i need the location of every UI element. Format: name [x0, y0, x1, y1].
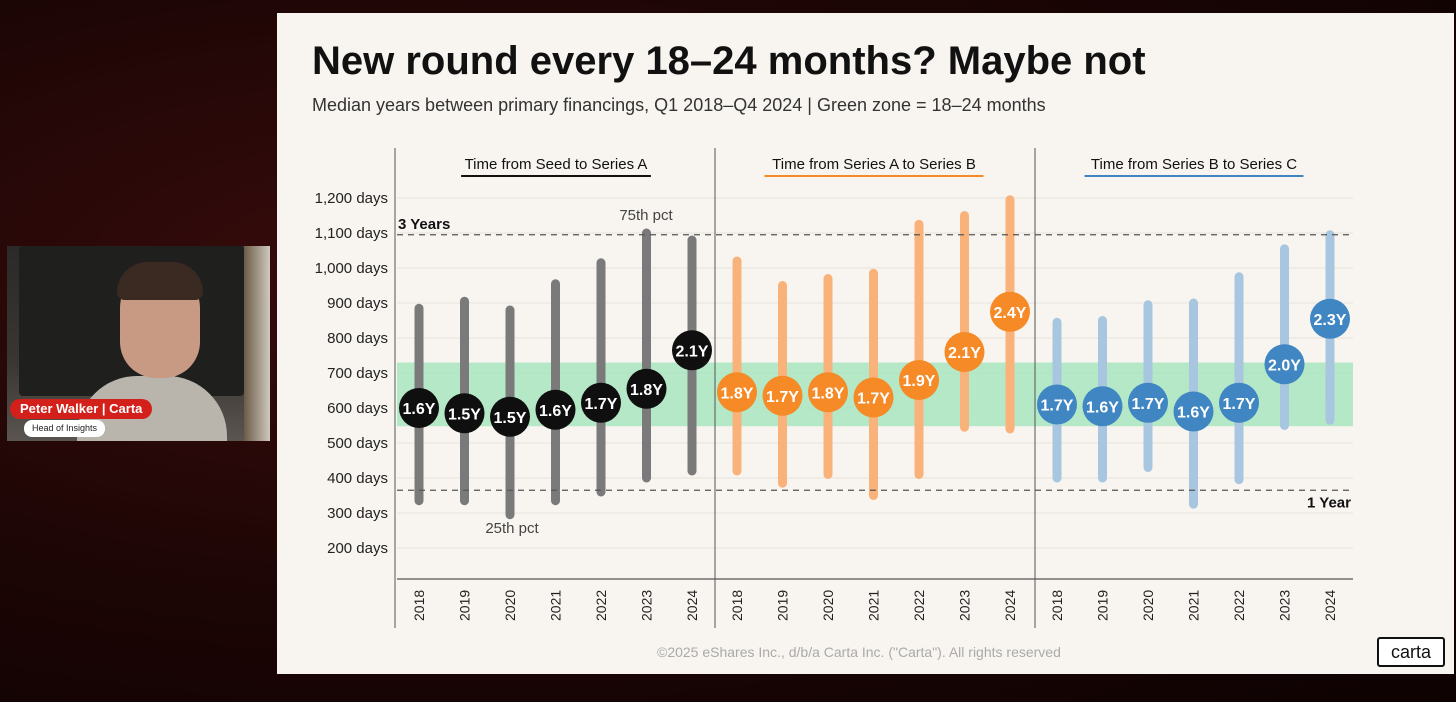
- speaker-video-tile: [7, 246, 270, 441]
- median-bubble: [626, 368, 667, 409]
- median-label: 1.6Y: [1177, 405, 1210, 422]
- x-tick-label: 2018: [411, 590, 427, 621]
- median-bubble: [1219, 382, 1259, 423]
- median-bubble: [1173, 391, 1214, 432]
- median-label: 1.8Y: [630, 382, 663, 399]
- y-tick-label: 900 days: [327, 295, 388, 312]
- median-bubble: [444, 393, 485, 434]
- median-bubble: [490, 396, 530, 437]
- y-tick-label: 800 days: [327, 330, 388, 347]
- x-tick-label: 2023: [639, 590, 655, 621]
- x-tick-label: 2021: [548, 590, 564, 621]
- x-tick-label: 2019: [775, 590, 791, 621]
- median-label: 1.7Y: [585, 396, 618, 413]
- median-bubble: [990, 291, 1030, 332]
- median-label: 1.9Y: [903, 373, 936, 390]
- median-label: 1.7Y: [1041, 398, 1074, 415]
- x-tick-label: 2022: [593, 590, 609, 621]
- median-label: 1.7Y: [1132, 396, 1165, 413]
- median-label: 1.7Y: [857, 391, 890, 408]
- median-label: 2.4Y: [994, 305, 1027, 322]
- median-label: 1.5Y: [448, 406, 481, 423]
- median-bubble: [1128, 382, 1168, 423]
- y-tick-label: 300 days: [327, 505, 388, 522]
- x-tick-label: 2019: [457, 590, 473, 621]
- median-label: 1.7Y: [766, 389, 799, 406]
- x-tick-label: 2023: [957, 590, 973, 621]
- median-label: 1.7Y: [1223, 396, 1256, 413]
- reference-label: 1 Year: [1307, 494, 1351, 511]
- y-tick-label: 700 days: [327, 365, 388, 382]
- median-bubble: [1037, 384, 1077, 425]
- median-label: 1.6Y: [1086, 399, 1119, 416]
- reference-label: 3 Years: [398, 216, 450, 233]
- carta-logo: carta: [1377, 637, 1445, 667]
- median-bubble: [399, 388, 439, 428]
- x-tick-label: 2024: [684, 590, 700, 621]
- median-label: 1.5Y: [494, 410, 527, 427]
- median-label: 2.1Y: [676, 343, 709, 360]
- median-label: 1.8Y: [721, 385, 754, 402]
- x-tick-label: 2019: [1095, 590, 1111, 621]
- median-label: 1.6Y: [403, 401, 436, 418]
- speaker-name-tag: Peter Walker | Carta: [10, 399, 153, 419]
- median-bubble: [1264, 344, 1305, 385]
- median-bubble: [535, 389, 576, 430]
- x-tick-label: 2021: [866, 590, 882, 621]
- y-tick-label: 600 days: [327, 400, 388, 417]
- y-tick-label: 400 days: [327, 470, 388, 487]
- y-tick-label: 200 days: [327, 540, 388, 557]
- median-bubble: [808, 372, 848, 413]
- y-tick-label: 500 days: [327, 435, 388, 452]
- x-tick-label: 2022: [1231, 590, 1247, 621]
- y-tick-label: 1,200 days: [315, 190, 388, 207]
- slide-subtitle: Median years between primary financings,…: [312, 95, 1046, 115]
- y-tick-label: 1,000 days: [315, 260, 388, 277]
- median-label: 2.1Y: [948, 345, 981, 362]
- x-tick-label: 2018: [729, 590, 745, 621]
- x-tick-label: 2022: [911, 590, 927, 621]
- presentation-slide: New round every 18–24 months? Maybe not …: [277, 13, 1454, 674]
- range-chart: 1,200 days 1,100 days 1,000 days 900 days 80…: [315, 148, 1353, 628]
- median-bubble: [853, 377, 894, 418]
- speaker-role-tag: Head of Insights: [24, 420, 106, 437]
- wall-background: [244, 246, 270, 441]
- median-label: 2.3Y: [1314, 312, 1347, 329]
- median-bubble: [581, 382, 621, 423]
- speaker-hair: [117, 262, 203, 300]
- x-tick-label: 2023: [1277, 590, 1293, 621]
- x-tick-label: 2020: [502, 590, 518, 621]
- p25-annotation: 25th pct: [485, 520, 539, 537]
- x-tick-label: 2024: [1322, 590, 1338, 621]
- x-tick-label: 2024: [1002, 590, 1018, 621]
- p75-annotation: 75th pct: [619, 207, 673, 224]
- panel-title: Time from Series B to Series C: [1091, 156, 1297, 173]
- panel-title: Time from Seed to Series A: [465, 156, 648, 173]
- median-bubble: [899, 360, 939, 400]
- median-label: 1.6Y: [539, 403, 572, 420]
- median-bubble: [672, 330, 712, 371]
- median-bubble: [1082, 386, 1123, 427]
- panel-title: Time from Series A to Series B: [772, 156, 976, 173]
- median-bubble: [717, 372, 757, 413]
- copyright-notice: ©2025 eShares Inc., d/b/a Carta Inc. ("C…: [657, 644, 1061, 660]
- median-bubble: [944, 332, 985, 372]
- median-label: 2.0Y: [1268, 357, 1301, 374]
- x-tick-label: 2021: [1186, 590, 1202, 621]
- median-bubble: [762, 375, 803, 416]
- x-tick-label: 2020: [820, 590, 836, 621]
- median-label: 1.8Y: [812, 385, 845, 402]
- x-tick-label: 2020: [1140, 590, 1156, 621]
- x-tick-label: 2018: [1049, 590, 1065, 621]
- median-bubble: [1310, 298, 1350, 339]
- y-tick-label: 1,100 days: [315, 225, 388, 242]
- slide-title: New round every 18–24 months? Maybe not: [312, 39, 1146, 83]
